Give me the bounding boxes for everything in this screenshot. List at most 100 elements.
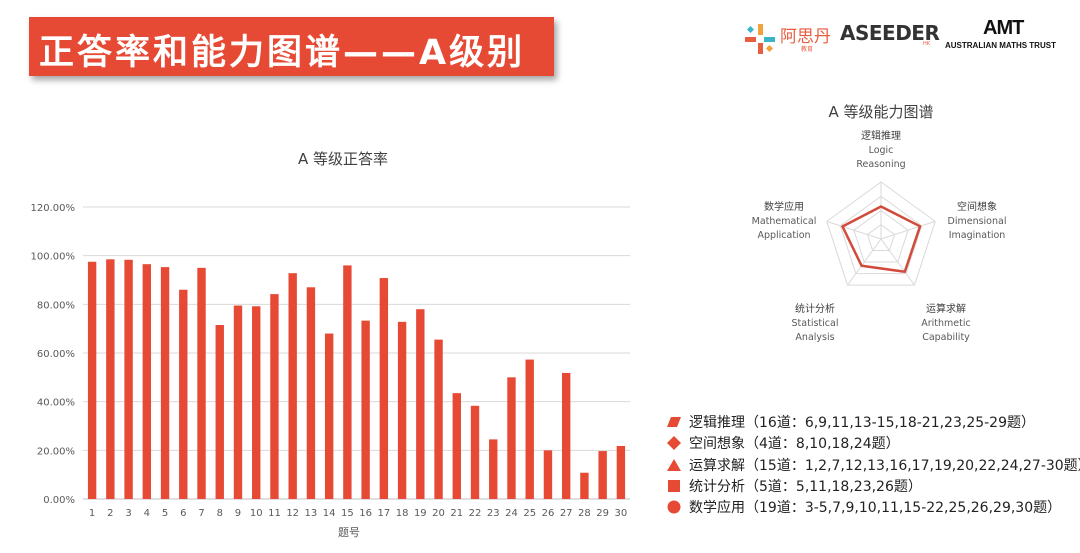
radar-ring [826,181,936,286]
legend-label: 逻辑推理（16道：6,9,11,13-15,18-21,23,25-29题） [689,415,1036,431]
axis-label-cn: 运算求解 [926,302,966,315]
x-tick-label: 2 [107,508,113,519]
legend-label: 运算求解（15道：1,2,7,12,13,16,17,19,20,22,24,2… [689,458,1080,474]
bar [197,267,206,499]
x-tick-label: 11 [268,508,281,519]
pinwheel-icon [745,24,775,54]
x-tick-label: 30 [615,508,628,519]
bar [561,372,571,499]
axis-label-en: Dimensional [948,216,1007,227]
bar [124,259,133,499]
y-tick-label: 120.00% [31,203,76,214]
x-tick-label: 28 [578,508,591,519]
aseeder-en-text: ASEEDER [840,21,940,45]
square-icon [668,480,680,492]
radar-title: A 等级能力图谱 [828,103,933,121]
x-tick-label: 4 [144,508,150,519]
bar-series [87,259,626,499]
radar-axis-label: 逻辑推理 Logic Reasoning [856,129,905,170]
bar [397,321,407,499]
radar-axis-labels: 逻辑推理 Logic Reasoning 空间想象 Dimensional Imagina… [752,129,1007,343]
bar-chart-title: A 等级正答率 [298,150,388,168]
aseeder-cn-text: 阿思丹 [780,27,831,47]
radar-ring [839,195,923,275]
bar [106,259,115,499]
radar-grid [826,181,936,286]
bar-x-axis: 1 2 3 4 5 6 7 8 9 10 11 12 13 14 15 16 17 18 19 20 21 22 23 24 2… [89,508,627,519]
amt-text: AUSTRALIAN MATHS TRUST [945,41,1056,50]
x-tick-label: 21 [450,508,463,519]
y-tick-label: 80.00% [37,300,75,311]
axis-label-cn: 逻辑推理 [861,129,901,142]
y-tick-label: 0.00% [43,495,75,506]
axis-label-en: Arithmetic [921,318,970,329]
bar [160,267,170,499]
bar-grid [83,206,630,500]
x-tick-label: 6 [180,508,186,519]
x-tick-label: 14 [323,508,336,519]
bar [616,445,626,499]
bar [543,450,553,499]
axis-label-en: Statistical [792,318,839,329]
bar [270,294,279,499]
bar-chart: A 等级正答率 0.00%20.00%40.00%60.00%80.00%100… [31,150,630,539]
bar [87,261,97,499]
y-tick-label: 60.00% [37,349,75,360]
bar [343,265,352,499]
bar [434,339,443,499]
x-tick-label: 25 [523,508,536,519]
aseeder-hk-text: HK [923,41,931,47]
circle-icon [667,500,681,514]
bar [379,278,389,499]
x-tick-label: 23 [487,508,500,519]
bar [525,359,534,499]
radar-spoke [847,238,882,286]
x-tick-label: 26 [542,508,555,519]
bar [252,306,261,499]
legend-label: 数学应用（19道：3-5,7,9,10,11,15-22,25,26,29,30… [689,500,1062,516]
axis-label-en: Logic [869,145,894,156]
radar-spoke [880,238,915,286]
bar [288,273,297,499]
x-tick-label: 7 [198,508,204,519]
radar-spoke [826,220,882,240]
bar [489,439,498,499]
y-tick-label: 20.00% [37,446,75,457]
x-tick-label: 3 [125,508,131,519]
x-tick-label: 15 [341,508,354,519]
bar [142,264,152,499]
bar [580,472,589,499]
radar-line [841,205,922,273]
bar [507,377,516,499]
legend-label: 统计分析（5道：5,11,18,23,26题） [689,479,922,495]
page-title: 正答率和能力图谱——A级别 [39,33,526,73]
x-tick-label: 12 [286,508,299,519]
axis-label-en: Imagination [949,230,1006,241]
x-tick-label: 13 [305,508,318,519]
bar [470,405,480,499]
radar-axis-label: 统计分析 Statistical Analysis [792,302,839,343]
axis-label-en: Application [757,230,810,241]
x-tick-label: 16 [359,508,372,519]
amt-logo: AMT AUSTRALIAN MATHS TRUST [943,17,1073,57]
diamond-icon [667,436,681,450]
axis-label-cn: 数学应用 [764,200,804,213]
axis-label-cn: 统计分析 [795,302,835,315]
x-tick-label: 10 [250,508,263,519]
legend-label: 空间想象（4道：8,10,18,24题） [689,436,900,452]
bar [215,325,224,499]
x-tick-label: 27 [560,508,573,519]
amt-mark: AMT [983,17,1024,39]
axis-label-en: Mathematical [752,216,817,227]
aseeder-logo: 阿思丹 教育 ASEEDER HK [745,21,940,56]
triangle-icon [667,459,681,471]
x-tick-label: 20 [432,508,445,519]
radar-spoke [880,220,936,240]
radar-ring [866,224,896,252]
x-tick-label: 29 [596,508,609,519]
bar [324,333,334,499]
radar-ring [853,209,909,263]
radar-series [841,205,922,273]
axis-label-en: Analysis [795,332,834,343]
bar [233,305,243,499]
